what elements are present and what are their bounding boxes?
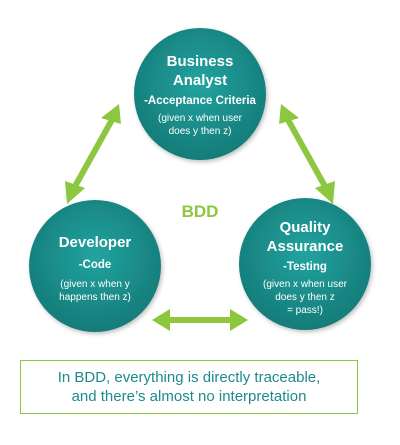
caption-line-2: and there’s almost no interpretation [71, 388, 307, 405]
quality-assurance-title-line-1: Quality [280, 219, 332, 236]
developer-detail-line-2: happens then z) [59, 292, 131, 303]
traceability-caption-box: In BDD, everything is directly traceable… [20, 360, 358, 414]
quality-assurance-detail-line-1: (given x when user [263, 279, 348, 290]
developer-subtitle: -Code [79, 259, 112, 271]
developer-node: Developer -Code (given x when y happens … [29, 200, 161, 332]
developer-detail-line-1: (given x when y [60, 279, 129, 290]
quality-assurance-subtitle: -Testing [283, 261, 327, 273]
quality-assurance-detail-line-3: = pass!) [287, 305, 323, 316]
business-analyst-subtitle: -Acceptance Criteria [144, 95, 256, 107]
business-analyst-node: Business Analyst -Acceptance Criteria (g… [134, 28, 266, 160]
arrow-ba-developer [65, 104, 121, 204]
business-analyst-title-line-1: Business [167, 53, 234, 70]
business-analyst-detail-line-1: (given x when user [158, 113, 243, 124]
developer-title: Developer [59, 234, 132, 251]
arrow-ba-qa [279, 104, 335, 204]
quality-assurance-node: Quality Assurance -Testing (given x when… [239, 198, 371, 330]
quality-assurance-title-line-2: Assurance [267, 238, 344, 255]
caption-line-1: In BDD, everything is directly traceable… [57, 369, 321, 386]
business-analyst-title-line-2: Analyst [173, 72, 227, 89]
arrow-developer-qa [152, 309, 248, 331]
quality-assurance-detail-line-2: does y then z [275, 292, 334, 303]
business-analyst-detail-line-2: does y then z) [169, 126, 232, 137]
bdd-center-label: BDD [182, 202, 219, 221]
